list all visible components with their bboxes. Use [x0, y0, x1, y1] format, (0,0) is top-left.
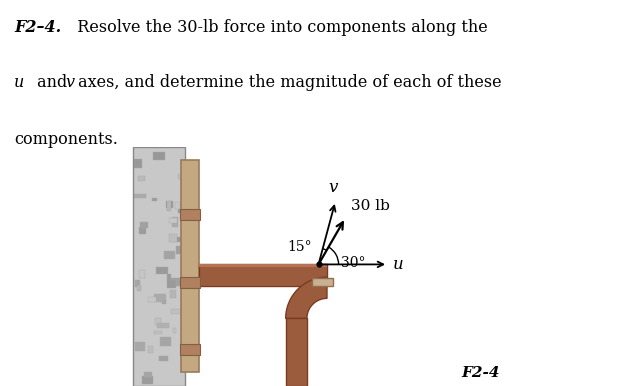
Bar: [171, 308, 183, 314]
Text: F2–4.: F2–4.: [14, 19, 61, 36]
Bar: [144, 372, 152, 378]
Bar: [164, 251, 175, 259]
Bar: [175, 202, 180, 209]
Bar: [311, 278, 333, 286]
Bar: [143, 376, 153, 384]
Bar: [154, 331, 162, 334]
Bar: [171, 290, 176, 298]
Bar: [140, 222, 148, 228]
Bar: [180, 209, 200, 220]
Bar: [166, 201, 173, 208]
Text: components.: components.: [14, 131, 118, 148]
Bar: [148, 297, 156, 302]
Bar: [154, 294, 166, 302]
Text: axes, and determine the magnitude of each of these: axes, and determine the magnitude of eac…: [73, 74, 502, 91]
Bar: [176, 246, 183, 254]
Text: v: v: [65, 74, 74, 91]
Bar: [134, 159, 142, 168]
Bar: [159, 356, 168, 361]
Bar: [166, 280, 176, 288]
Bar: [135, 342, 145, 351]
Bar: [157, 323, 169, 328]
Bar: [138, 227, 146, 234]
Bar: [134, 281, 140, 287]
Bar: [178, 174, 188, 179]
Text: 30°: 30°: [341, 256, 366, 269]
Bar: [138, 176, 145, 181]
Bar: [199, 264, 327, 286]
Text: u: u: [14, 74, 24, 91]
Bar: [173, 328, 176, 333]
Bar: [152, 198, 157, 201]
Bar: [148, 345, 153, 353]
Bar: [167, 274, 171, 281]
Bar: [133, 147, 185, 386]
Bar: [199, 264, 327, 267]
Bar: [169, 218, 176, 223]
Bar: [180, 277, 200, 288]
Text: and: and: [32, 74, 72, 91]
Bar: [137, 284, 141, 291]
Text: F2-4: F2-4: [461, 366, 500, 380]
Bar: [285, 318, 307, 386]
Text: u: u: [392, 256, 403, 273]
Bar: [155, 318, 161, 325]
Text: 30 lb: 30 lb: [352, 199, 390, 213]
Bar: [140, 269, 145, 278]
Bar: [134, 194, 146, 198]
Bar: [169, 234, 177, 242]
Bar: [172, 217, 178, 227]
Bar: [156, 267, 168, 274]
Bar: [171, 237, 182, 242]
Bar: [167, 201, 171, 211]
Bar: [133, 147, 185, 386]
Bar: [169, 278, 180, 286]
Bar: [160, 337, 171, 346]
Bar: [180, 344, 200, 355]
Bar: [162, 300, 166, 304]
Text: Resolve the 30-lb force into components along the: Resolve the 30-lb force into components …: [67, 19, 488, 36]
Bar: [154, 152, 165, 160]
Bar: [178, 209, 189, 213]
Text: v: v: [329, 179, 338, 196]
Bar: [182, 160, 199, 372]
Polygon shape: [285, 277, 327, 318]
Text: 15°: 15°: [288, 240, 312, 254]
